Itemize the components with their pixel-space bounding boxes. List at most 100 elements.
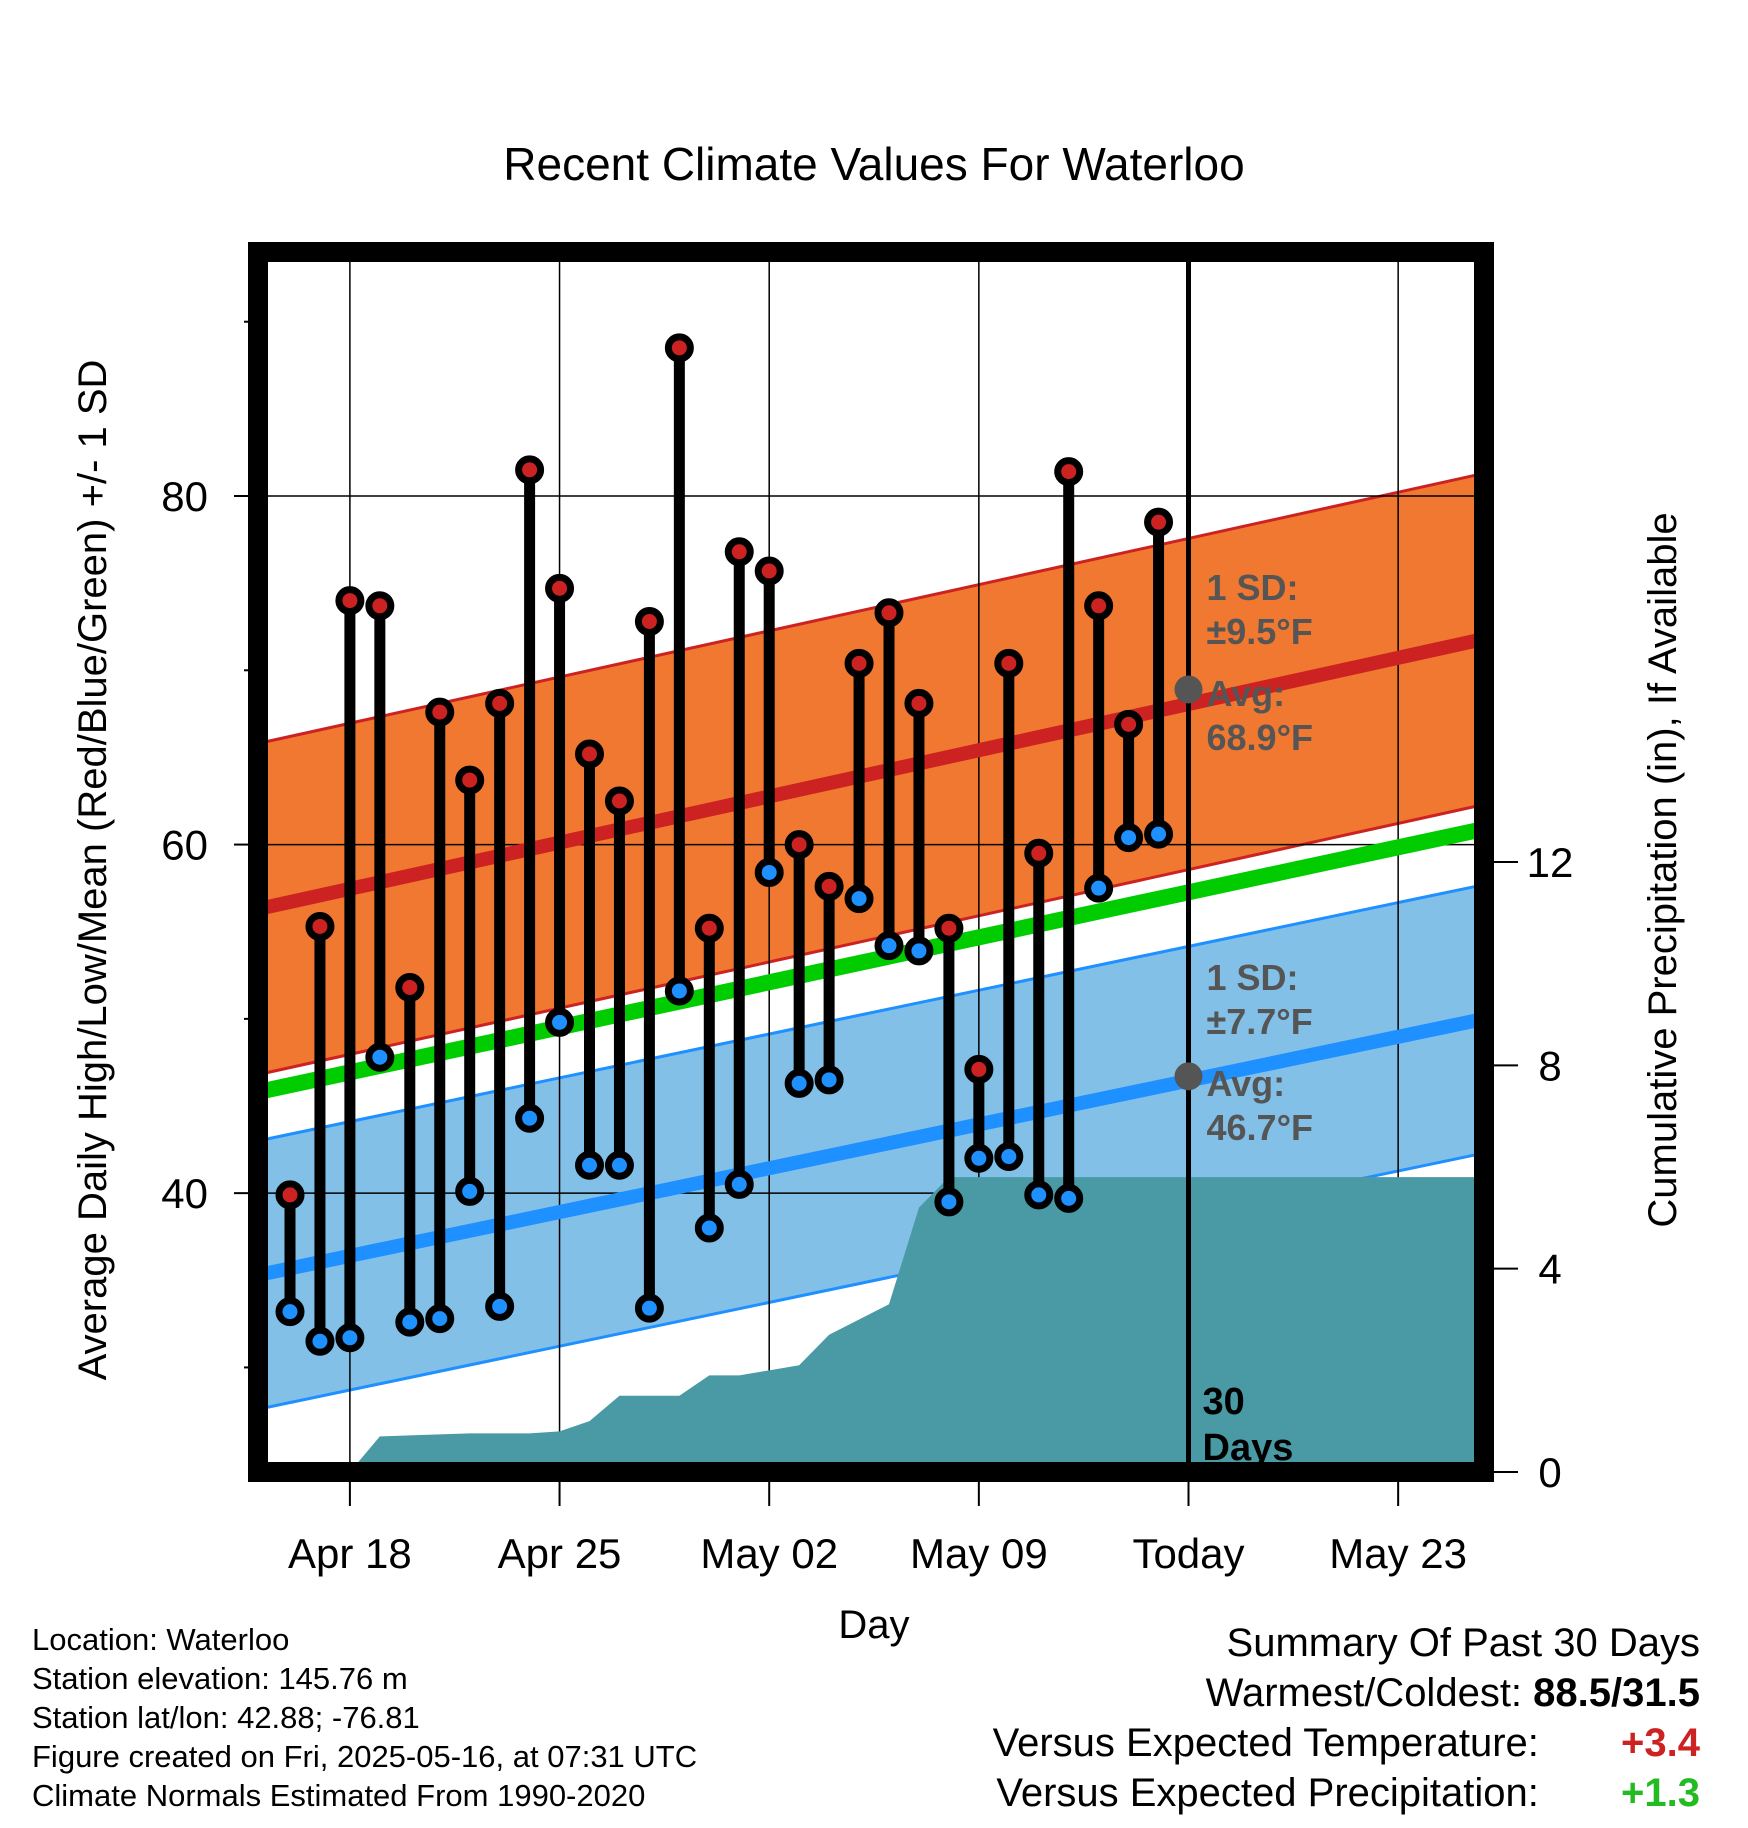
- normal-low-line: [256, 1012, 1486, 1282]
- low-sd-value: ±7.7°F: [1207, 1001, 1313, 1042]
- daily-low-point: [1024, 1180, 1054, 1210]
- y2-tick-label: 12: [1527, 839, 1574, 886]
- daily-high-point: [425, 697, 455, 727]
- daily-high-point: [1024, 838, 1054, 868]
- daily-low-point: [545, 1007, 575, 1037]
- location-text: Location: Waterloo: [32, 1622, 290, 1657]
- daily-low-point: [1054, 1183, 1084, 1213]
- daily-high-point: [1084, 591, 1114, 621]
- daily-low-point: [694, 1213, 724, 1243]
- station-info: Location: Waterloo Station elevation: 14…: [32, 1620, 697, 1815]
- daily-low-point: [515, 1103, 545, 1133]
- normal-high-band-upper-edge: [257, 471, 1485, 745]
- normal-low-band-upper-edge: [257, 883, 1485, 1143]
- daily-low-point: [904, 936, 934, 966]
- x-tick-label: Apr 18: [288, 1530, 412, 1577]
- precip-value: +1.3: [1621, 1771, 1700, 1815]
- summary-temp: Versus Expected Temperature: +3.4: [993, 1718, 1700, 1768]
- daily-low-point: [784, 1068, 814, 1098]
- daily-low-point: [844, 884, 874, 914]
- daily-low-point: [275, 1297, 305, 1327]
- daily-high-point: [664, 333, 694, 363]
- summary-panel: Summary Of Past 30 Days Warmest/Coldest:…: [993, 1618, 1700, 1818]
- plot-frame: [248, 242, 1494, 1482]
- daily-high-point: [545, 573, 575, 603]
- daily-high-point: [305, 911, 335, 941]
- daily-high-point: [874, 598, 904, 628]
- y-tick-label: 40: [161, 1170, 208, 1217]
- daily-low-point: [814, 1065, 844, 1095]
- daily-high-point: [604, 786, 634, 816]
- daily-high-point: [844, 648, 874, 678]
- high-sd-value: ±9.5°F: [1207, 611, 1313, 652]
- today-avg-low-marker: [1174, 1062, 1203, 1091]
- daily-low-point: [335, 1323, 365, 1353]
- low-avg-label: Avg:: [1207, 1063, 1286, 1104]
- daily-low-point: [575, 1150, 604, 1180]
- daily-high-point: [994, 648, 1024, 678]
- daily-high-point: [964, 1054, 994, 1084]
- daily-low-point: [1084, 873, 1114, 903]
- elevation-text: Station elevation: 145.76 m: [32, 1661, 408, 1696]
- daily-low-point: [754, 857, 784, 887]
- x-axis-label: Day: [838, 1603, 909, 1647]
- high-avg-label: Avg:: [1207, 673, 1286, 714]
- daily-low-point: [365, 1042, 395, 1072]
- daily-high-point: [515, 455, 545, 485]
- latlon-text: Station lat/lon: 42.88; -76.81: [32, 1700, 420, 1735]
- daily-low-point: [305, 1326, 335, 1356]
- warm-cold-label: Warmest/Coldest:: [1205, 1671, 1523, 1715]
- y2-tick-label: 8: [1538, 1042, 1561, 1089]
- daily-low-point: [874, 931, 904, 961]
- daily-high-point: [365, 591, 395, 621]
- daily-high-point: [694, 913, 724, 943]
- daily-low-point: [604, 1150, 634, 1180]
- daily-low-point: [395, 1307, 425, 1337]
- daily-high-point: [395, 972, 425, 1002]
- x-tick-label: May 02: [700, 1530, 838, 1577]
- high-sd-label: 1 SD:: [1207, 567, 1299, 608]
- daily-high-point: [455, 765, 485, 795]
- normal-mean-line: [256, 821, 1486, 1100]
- daily-high-point: [814, 871, 844, 901]
- daily-high-point: [485, 688, 515, 718]
- precip-label: Versus Expected Precipitation:: [996, 1771, 1539, 1815]
- daily-high-point: [275, 1180, 305, 1210]
- daily-high-point: [754, 556, 784, 586]
- summary-heading: Summary Of Past 30 Days: [1226, 1621, 1700, 1665]
- daily-low-point: [724, 1169, 754, 1199]
- daily-low-point: [934, 1187, 964, 1217]
- summary-warm-cold: Warmest/Coldest: 88.5/31.5: [993, 1668, 1700, 1718]
- low-sd-label: 1 SD:: [1207, 957, 1299, 998]
- daily-high-point: [575, 739, 604, 769]
- warm-cold-value: 88.5/31.5: [1533, 1671, 1700, 1715]
- daily-high-point: [335, 586, 365, 616]
- precip-area: [290, 1177, 1484, 1472]
- daily-low-point: [994, 1142, 1024, 1172]
- x-tick-label: May 09: [910, 1530, 1048, 1577]
- daily-low-point: [1114, 823, 1144, 853]
- daily-low-point: [664, 976, 694, 1006]
- high-avg-value: 68.9°F: [1207, 717, 1313, 758]
- daily-high-point: [1114, 709, 1144, 739]
- daily-low-point: [964, 1143, 994, 1173]
- summary-precip: Versus Expected Precipitation: +1.3: [993, 1768, 1700, 1818]
- normals-text: Climate Normals Estimated From 1990-2020: [32, 1778, 646, 1813]
- x-tick-label: May 23: [1329, 1530, 1467, 1577]
- y-axis-label: Average Daily High/Low/Mean (Red/Blue/Gr…: [71, 360, 115, 1381]
- y2-tick-label: 4: [1538, 1246, 1561, 1293]
- y2-tick-label: 0: [1538, 1449, 1561, 1496]
- temp-value: +3.4: [1621, 1721, 1700, 1765]
- daily-high-point: [934, 913, 964, 943]
- normal-high-line: [256, 632, 1486, 916]
- daily-low-point: [1144, 819, 1174, 849]
- daily-high-point: [1054, 457, 1084, 487]
- x-tick-label: Today: [1132, 1530, 1244, 1577]
- y-tick-label: 80: [161, 473, 208, 520]
- daily-low-point: [425, 1304, 455, 1334]
- daily-high-point: [724, 537, 754, 567]
- chart-title: Recent Climate Values For Waterloo: [503, 138, 1244, 190]
- daily-high-point: [904, 688, 934, 718]
- daily-high-point: [784, 830, 814, 860]
